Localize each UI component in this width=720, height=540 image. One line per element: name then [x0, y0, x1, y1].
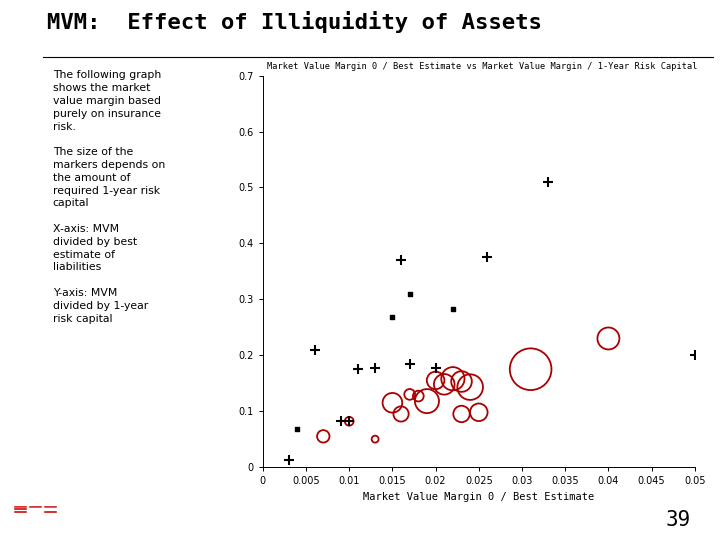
Point	[283, 456, 294, 465]
FancyBboxPatch shape	[14, 506, 27, 508]
Point	[438, 380, 450, 389]
Point	[292, 425, 303, 434]
Point	[689, 351, 701, 360]
FancyBboxPatch shape	[44, 508, 57, 510]
Point	[456, 410, 467, 418]
FancyBboxPatch shape	[14, 511, 27, 512]
Point	[473, 408, 485, 417]
FancyBboxPatch shape	[30, 511, 42, 512]
Point	[343, 417, 355, 426]
Point	[456, 377, 467, 386]
Point	[525, 365, 536, 374]
FancyBboxPatch shape	[14, 508, 27, 510]
Point	[447, 374, 459, 383]
Text: The following graph
shows the market
value margin based
purely on insurance
risk: The following graph shows the market val…	[53, 70, 165, 323]
Point	[430, 376, 441, 384]
Text: MVM:  Effect of Illiquidity of Assets: MVM: Effect of Illiquidity of Assets	[47, 11, 541, 33]
Point	[404, 289, 415, 298]
FancyBboxPatch shape	[44, 506, 57, 508]
Point	[482, 253, 493, 262]
Point	[309, 346, 320, 354]
Point	[404, 390, 415, 399]
Point	[395, 410, 407, 418]
Point	[369, 435, 381, 443]
Point	[387, 313, 398, 321]
X-axis label: Market Value Margin 0 / Best Estimate: Market Value Margin 0 / Best Estimate	[363, 492, 595, 502]
FancyBboxPatch shape	[30, 508, 42, 510]
Point	[387, 399, 398, 407]
Point	[369, 363, 381, 372]
Point	[430, 363, 441, 372]
Text: 39: 39	[666, 510, 691, 530]
Point	[464, 383, 476, 391]
Point	[318, 432, 329, 441]
FancyBboxPatch shape	[30, 506, 42, 508]
Text: Market Value Margin 0 / Best Estimate vs Market Value Margin / 1-Year Risk Capit: Market Value Margin 0 / Best Estimate vs…	[267, 62, 698, 71]
Point	[335, 416, 346, 425]
Point	[413, 392, 424, 400]
Point	[603, 334, 614, 343]
Point	[395, 256, 407, 265]
Point	[343, 416, 355, 425]
FancyBboxPatch shape	[44, 511, 57, 512]
Point	[421, 397, 433, 406]
Point	[404, 359, 415, 368]
Point	[447, 305, 459, 314]
Point	[542, 178, 554, 186]
Point	[352, 365, 364, 374]
